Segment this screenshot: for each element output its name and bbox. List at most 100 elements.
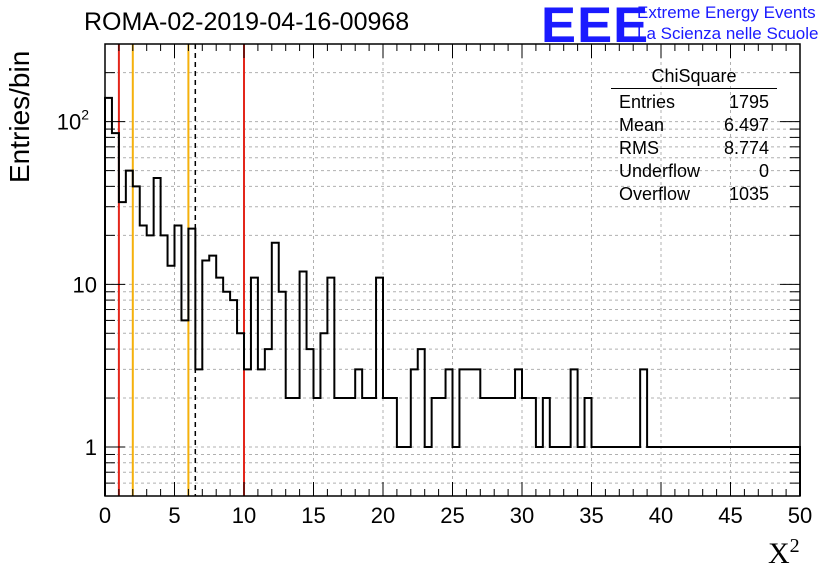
y-axis-label: Entries/bin <box>4 50 35 183</box>
stats-label: Overflow <box>619 184 691 204</box>
histogram-bin <box>626 447 633 496</box>
histogram-bin <box>661 447 668 496</box>
histogram-bin <box>265 349 272 496</box>
x-tick-label: 5 <box>168 503 180 528</box>
histogram-bin <box>744 447 751 496</box>
x-tick-label: 25 <box>440 503 464 528</box>
histogram-bin <box>751 447 758 496</box>
x-tick-label: 20 <box>371 503 395 528</box>
histogram-bin <box>654 447 661 496</box>
x-tick-label: 10 <box>232 503 256 528</box>
histogram-bin <box>508 398 515 496</box>
stats-box: ChiSquare Entries 1795 Mean 6.497 RMS 8.774… <box>611 66 777 206</box>
histogram-bin <box>640 369 647 496</box>
histogram-bin <box>355 369 362 496</box>
histogram-bin <box>251 278 258 496</box>
histogram-bin <box>765 447 772 496</box>
histogram-bin <box>647 447 654 496</box>
histogram-bin <box>494 398 501 496</box>
x-tick-label: 45 <box>718 503 742 528</box>
histogram-bin <box>390 398 397 496</box>
histogram-bin <box>195 369 202 496</box>
histogram-bin <box>307 349 314 496</box>
histogram-bin <box>724 447 731 496</box>
histogram-bin <box>432 398 439 496</box>
stats-label: RMS <box>619 138 659 158</box>
histogram-bin <box>293 398 300 496</box>
chart-title: ROMA-02-2019-04-16-00968 <box>84 8 410 36</box>
stats-label: Underflow <box>619 161 701 181</box>
histogram-bin <box>612 447 619 496</box>
histogram-bin <box>439 398 446 496</box>
logo-line-2: La Scienza nelle Scuole <box>637 24 819 43</box>
histogram-bin <box>119 202 126 496</box>
histogram-bin <box>453 447 460 496</box>
stats-value: 8.774 <box>723 138 769 158</box>
histogram-bin <box>480 398 487 496</box>
histogram-bin <box>668 447 675 496</box>
histogram-bin <box>258 369 265 496</box>
histogram-bin <box>564 447 571 496</box>
histogram-bin <box>334 398 341 496</box>
stats-title: ChiSquare <box>611 66 777 89</box>
histogram-bin <box>168 266 175 496</box>
histogram-bin <box>188 229 195 496</box>
stats-row-underflow: Underflow 0 <box>611 160 777 183</box>
x-axis-label-sup: 2 <box>789 535 800 557</box>
histogram-outline <box>104 96 801 496</box>
stats-value: 6.497 <box>723 115 769 135</box>
x-tick-label: 30 <box>510 503 534 528</box>
histogram-bin <box>592 447 599 496</box>
y-tick-label: 102 <box>57 107 89 135</box>
histogram-bin <box>487 398 494 496</box>
stats-label: Entries <box>619 92 676 112</box>
histogram-bin <box>682 447 689 496</box>
histogram-bin <box>181 320 188 496</box>
histogram-bin <box>737 447 744 496</box>
x-tick-label: 0 <box>99 503 111 528</box>
histogram-bin <box>758 447 765 496</box>
eee-logo: EEE <box>541 0 650 53</box>
histogram-bin <box>779 447 786 496</box>
histogram-bin <box>543 398 550 496</box>
histogram-bin <box>133 186 140 496</box>
histogram-bin <box>425 447 432 496</box>
histogram-bin <box>362 398 369 496</box>
histogram-bin <box>175 225 182 496</box>
x-tick-label: 35 <box>579 503 603 528</box>
histogram-bin <box>237 333 244 496</box>
histogram-bin <box>341 398 348 496</box>
histogram-bin <box>376 278 383 496</box>
x-tick-label: 40 <box>649 503 673 528</box>
histogram-bin <box>230 300 237 496</box>
histogram-bin <box>633 447 640 496</box>
histogram-bin <box>216 278 223 496</box>
histogram-bin <box>522 398 529 496</box>
histogram-bin <box>279 292 286 496</box>
histogram-bin <box>300 271 307 496</box>
histogram-bin <box>209 256 216 496</box>
histogram-bin <box>731 447 738 496</box>
histogram-bin <box>446 369 453 496</box>
histogram-bin <box>466 369 473 496</box>
histogram-bin <box>147 235 154 496</box>
histogram-bin <box>286 398 293 496</box>
histogram-bin <box>369 398 376 496</box>
stats-row-mean: Mean 6.497 <box>611 114 777 137</box>
histogram-bin <box>202 261 209 496</box>
histogram-bin <box>619 447 626 496</box>
histogram-bin <box>244 369 251 496</box>
histogram-bin <box>550 447 557 496</box>
histogram-bin <box>772 447 779 496</box>
histogram-bin <box>571 369 578 496</box>
stats-value: 1795 <box>728 92 769 112</box>
stats-value: 1035 <box>728 184 769 204</box>
histogram-bin <box>557 447 564 496</box>
histogram-bin <box>717 447 724 496</box>
y-tick-label: 10 <box>73 272 97 297</box>
histogram-bin <box>703 447 710 496</box>
histogram-bin <box>154 178 161 496</box>
stats-row-entries: Entries 1795 <box>611 91 777 114</box>
histogram-bin <box>140 225 147 496</box>
stats-row-rms: RMS 8.774 <box>611 137 777 160</box>
